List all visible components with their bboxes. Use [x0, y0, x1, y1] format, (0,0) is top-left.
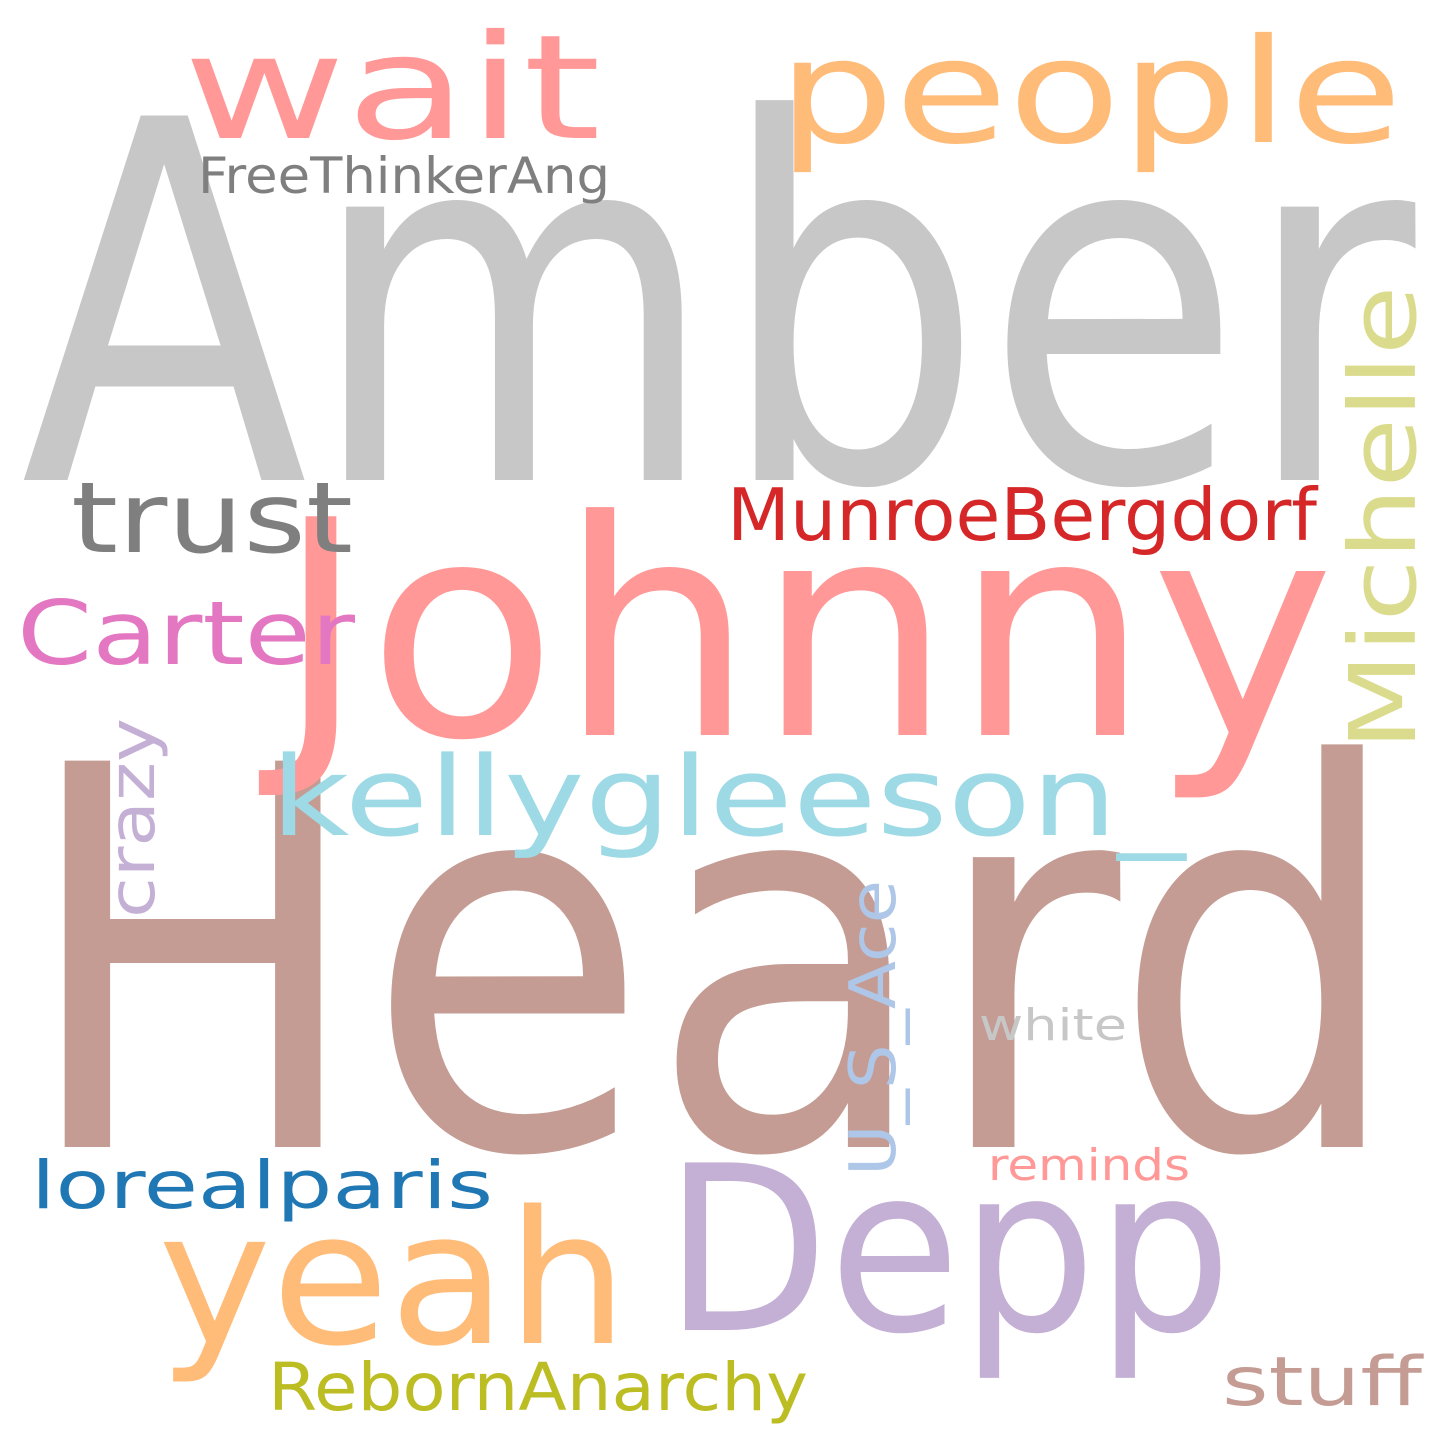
word-depp: Depp: [664, 1118, 1232, 1385]
word-munroebergdorf: MunroeBergdorf: [727, 473, 1319, 557]
word-lorealparis: lorealparis: [31, 1147, 493, 1224]
word-carter: Carter: [17, 582, 356, 685]
word-stuff: stuff: [1222, 1343, 1425, 1422]
word-heard: Heard: [20, 655, 1405, 1272]
word-wait: wait: [183, 4, 601, 173]
word-white: white: [979, 1000, 1127, 1051]
word-people: people: [778, 8, 1403, 177]
word-freethinkerang: FreeThinkerAng: [198, 147, 610, 205]
word-yeah: yeah: [158, 1171, 628, 1387]
word-reminds: reminds: [988, 1140, 1190, 1191]
word-crazy: crazy: [96, 718, 170, 918]
word-amber: Amber: [21, 16, 1421, 598]
word-rebornanarchy: RebornAnarchy: [268, 1349, 808, 1426]
word-trust: trust: [71, 462, 353, 576]
word-michelle: Michelle: [1330, 286, 1437, 751]
word-johnny: Johnny: [256, 457, 1335, 806]
word-kellygleeson: kellygleeson_: [271, 733, 1188, 861]
word-us-ace: U_S_Ace: [837, 880, 911, 1176]
